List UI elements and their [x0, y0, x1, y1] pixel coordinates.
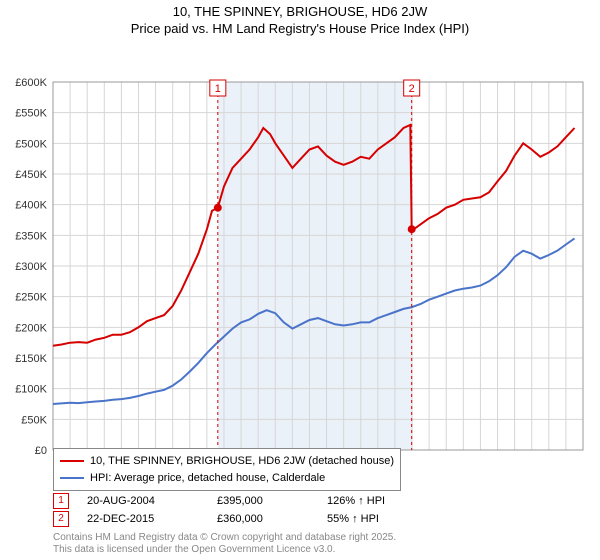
y-tick-label: £450K: [15, 169, 47, 181]
sale-row-hpi: 126% ↑ HPI: [327, 495, 437, 507]
sale-row-marker: 2: [53, 511, 69, 527]
legend-row: 10, THE SPINNEY, BRIGHOUSE, HD6 2JW (det…: [60, 453, 394, 470]
y-tick-label: £100K: [15, 384, 47, 396]
chart-container: 10, THE SPINNEY, BRIGHOUSE, HD6 2JW Pric…: [0, 0, 600, 560]
sale-marker-dot: [214, 204, 222, 212]
sale-row-hpi: 55% ↑ HPI: [327, 513, 437, 525]
sale-row-date: 22-DEC-2015: [87, 513, 217, 525]
price-chart: £0 £50K £100K £150K £200K £250K £300K £350K £400…: [0, 38, 600, 458]
y-tick-label: £600K: [15, 77, 47, 89]
chart-title-line2: Price paid vs. HM Land Registry's House …: [0, 21, 600, 38]
y-tick-label: £50K: [21, 414, 47, 426]
legend-label: 10, THE SPINNEY, BRIGHOUSE, HD6 2JW (det…: [90, 453, 394, 470]
y-tick-label: £400K: [15, 200, 47, 212]
sale-row-marker: 1: [53, 493, 69, 509]
sale-row: 1 20-AUG-2004£395,000126% ↑ HPI: [53, 492, 437, 510]
sale-marker-dot: [408, 225, 416, 233]
sale-row: 2 22-DEC-2015£360,00055% ↑ HPI: [53, 510, 437, 528]
y-tick-label: £250K: [15, 292, 47, 304]
sales-table: 1 20-AUG-2004£395,000126% ↑ HPI 2 22-DEC-20…: [53, 492, 437, 528]
footer-attribution: Contains HM Land Registry data © Crown c…: [53, 532, 396, 556]
y-tick-label: £550K: [15, 108, 47, 120]
legend-label: HPI: Average price, detached house, Cald…: [90, 470, 325, 487]
legend-swatch: [60, 460, 84, 462]
sale-row-price: £360,000: [217, 513, 327, 525]
y-tick-label: £200K: [15, 322, 47, 334]
y-tick-label: £300K: [15, 261, 47, 273]
y-tick-label: £500K: [15, 138, 47, 150]
chart-title-line1: 10, THE SPINNEY, BRIGHOUSE, HD6 2JW: [0, 0, 600, 21]
sale-row-date: 20-AUG-2004: [87, 495, 217, 507]
legend-swatch: [60, 477, 84, 479]
legend: 10, THE SPINNEY, BRIGHOUSE, HD6 2JW (det…: [53, 448, 401, 491]
sale-marker-number: 2: [409, 83, 415, 95]
legend-row: HPI: Average price, detached house, Cald…: [60, 470, 394, 487]
sale-marker-number: 1: [215, 83, 221, 95]
footer-line2: This data is licensed under the Open Gov…: [53, 544, 396, 556]
y-tick-label: £0: [35, 445, 47, 457]
sale-row-price: £395,000: [217, 495, 327, 507]
y-tick-label: £150K: [15, 353, 47, 365]
footer-line1: Contains HM Land Registry data © Crown c…: [53, 532, 396, 544]
y-tick-label: £350K: [15, 230, 47, 242]
